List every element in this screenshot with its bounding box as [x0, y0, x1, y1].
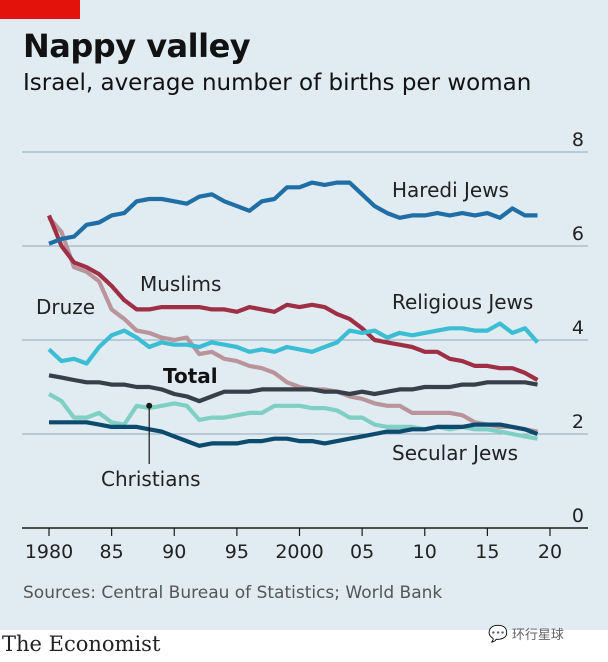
series-line-druze [47, 216, 538, 434]
gridlines: 0 2 4 6 8 [22, 129, 588, 529]
x-tick-label: 85 [100, 541, 124, 563]
x-tick-label: 20 [538, 541, 562, 563]
source-note: Sources: Central Bureau of Statistics; W… [23, 583, 443, 603]
series-lines [47, 180, 540, 448]
series-line-secular-jews [49, 420, 539, 448]
brand-red-tag [0, 0, 80, 19]
series-line-religious-jews [47, 321, 540, 366]
x-tick-label: 95 [225, 541, 249, 563]
series-line-haredi-jews [48, 180, 538, 246]
x-tick-label: 1980 [25, 541, 73, 563]
label-muslims: Muslims [140, 272, 221, 296]
label-druze: Druze [36, 295, 95, 319]
label-total: Total [163, 364, 218, 388]
y-tick-label: 0 [572, 505, 584, 527]
y-tick-label: 6 [572, 223, 584, 245]
line-chart: 0 2 4 6 8 Haredi Jews Muslims Druze Religious J… [22, 129, 588, 563]
x-axis: 1980 85 90 95 2000 05 10 15 20 [25, 528, 562, 563]
x-tick-label: 15 [475, 541, 499, 563]
chart-panel [0, 0, 608, 630]
christians-pointer-dot [146, 402, 153, 409]
series-line-total [48, 373, 538, 404]
chat-bubble-icon: 💬 [488, 624, 508, 643]
x-tick-label: 10 [413, 541, 437, 563]
x-tick-label: 2000 [275, 541, 323, 563]
x-tick-label: 05 [350, 541, 374, 563]
y-tick-label: 4 [572, 317, 584, 339]
watermark: 💬 环行星球 [488, 624, 564, 643]
series-labels: Haredi Jews Muslims Druze Religious Jews Tot… [36, 178, 533, 491]
label-secular-jews: Secular Jews [392, 441, 518, 465]
series-line-muslims [47, 214, 539, 382]
label-religious-jews: Religious Jews [392, 290, 533, 314]
y-tick-label: 8 [572, 129, 584, 151]
brand-wordmark: The Economist [2, 632, 161, 656]
label-haredi-jews: Haredi Jews [392, 178, 509, 202]
y-tick-label: 2 [572, 411, 584, 433]
label-christians: Christians [101, 467, 201, 491]
x-tick-label: 90 [162, 541, 186, 563]
chart-title: Nappy valley [23, 27, 251, 65]
chart-subtitle: Israel, average number of births per wom… [23, 70, 532, 96]
watermark-text: 环行星球 [511, 628, 564, 643]
